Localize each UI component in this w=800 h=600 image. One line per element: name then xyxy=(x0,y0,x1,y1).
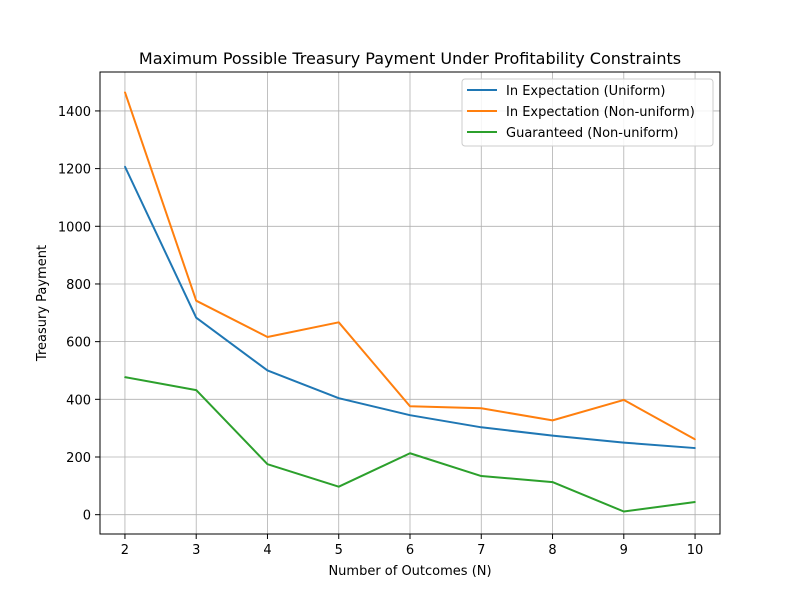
data-point xyxy=(195,389,198,391)
legend-label: In Expectation (Uniform) xyxy=(506,84,665,99)
data-point xyxy=(266,463,269,466)
data-point xyxy=(551,419,554,422)
x-tick-label: 5 xyxy=(335,543,343,558)
data-point xyxy=(694,447,696,449)
legend-box xyxy=(461,78,714,147)
data-point xyxy=(480,475,483,477)
x-tick-label: 2 xyxy=(121,543,129,558)
data-point xyxy=(480,407,483,410)
data-point xyxy=(195,299,198,302)
y-tick-label: 200 xyxy=(66,451,91,466)
legend-label: In Expectation (Non-uniform) xyxy=(506,105,695,120)
x-axis-label: Number of Outcomes (N) xyxy=(328,564,491,579)
data-point xyxy=(266,369,269,372)
y-tick-label: 800 xyxy=(66,278,91,293)
x-tick-label: 8 xyxy=(548,543,556,558)
data-point xyxy=(337,485,340,488)
data-point xyxy=(694,438,696,441)
data-point xyxy=(622,399,625,401)
y-tick-label: 1200 xyxy=(58,163,91,178)
y-tick-label: 400 xyxy=(66,393,91,408)
x-tick-label: 6 xyxy=(406,543,414,558)
data-point xyxy=(124,376,126,378)
y-tick-label: 0 xyxy=(83,509,91,524)
y-tick-label: 1400 xyxy=(58,105,91,120)
legend: In Expectation (Uniform) In Expectation (… xyxy=(461,78,714,147)
x-axis-ticks: 2 3 4 5 6 7 8 9 10 xyxy=(121,534,704,558)
x-tick-label: 4 xyxy=(263,543,271,558)
x-tick-label: 9 xyxy=(620,543,628,558)
data-point xyxy=(409,452,411,455)
x-tick-label: 10 xyxy=(687,543,704,558)
data-point xyxy=(551,434,554,437)
data-point xyxy=(622,441,625,444)
grid-lines xyxy=(100,72,720,534)
data-point xyxy=(480,426,483,429)
x-tick-label: 3 xyxy=(192,543,200,558)
data-point xyxy=(195,316,198,319)
data-point xyxy=(337,321,340,324)
y-tick-label: 1000 xyxy=(58,220,91,235)
series-lines xyxy=(123,91,696,513)
data-point xyxy=(551,481,554,483)
chart-title: Maximum Possible Treasury Payment Under … xyxy=(139,49,681,68)
x-tick-label: 7 xyxy=(477,543,485,558)
data-point xyxy=(409,414,411,416)
plot-area: 2 3 4 5 6 7 8 9 10 0 200 400 600 800 1000 1200 1400 xyxy=(58,71,721,558)
y-axis-ticks: 0 200 400 600 800 1000 1200 1400 xyxy=(58,105,100,524)
data-point xyxy=(409,405,411,408)
data-point xyxy=(266,336,269,338)
y-tick-label: 600 xyxy=(66,336,91,351)
data-point xyxy=(622,510,625,513)
data-point xyxy=(694,501,696,503)
data-point xyxy=(124,91,126,93)
data-point xyxy=(124,165,126,168)
legend-label: Guaranteed (Non-uniform) xyxy=(506,126,678,141)
y-axis-label: Treasury Payment xyxy=(35,245,50,362)
data-point xyxy=(337,397,340,399)
